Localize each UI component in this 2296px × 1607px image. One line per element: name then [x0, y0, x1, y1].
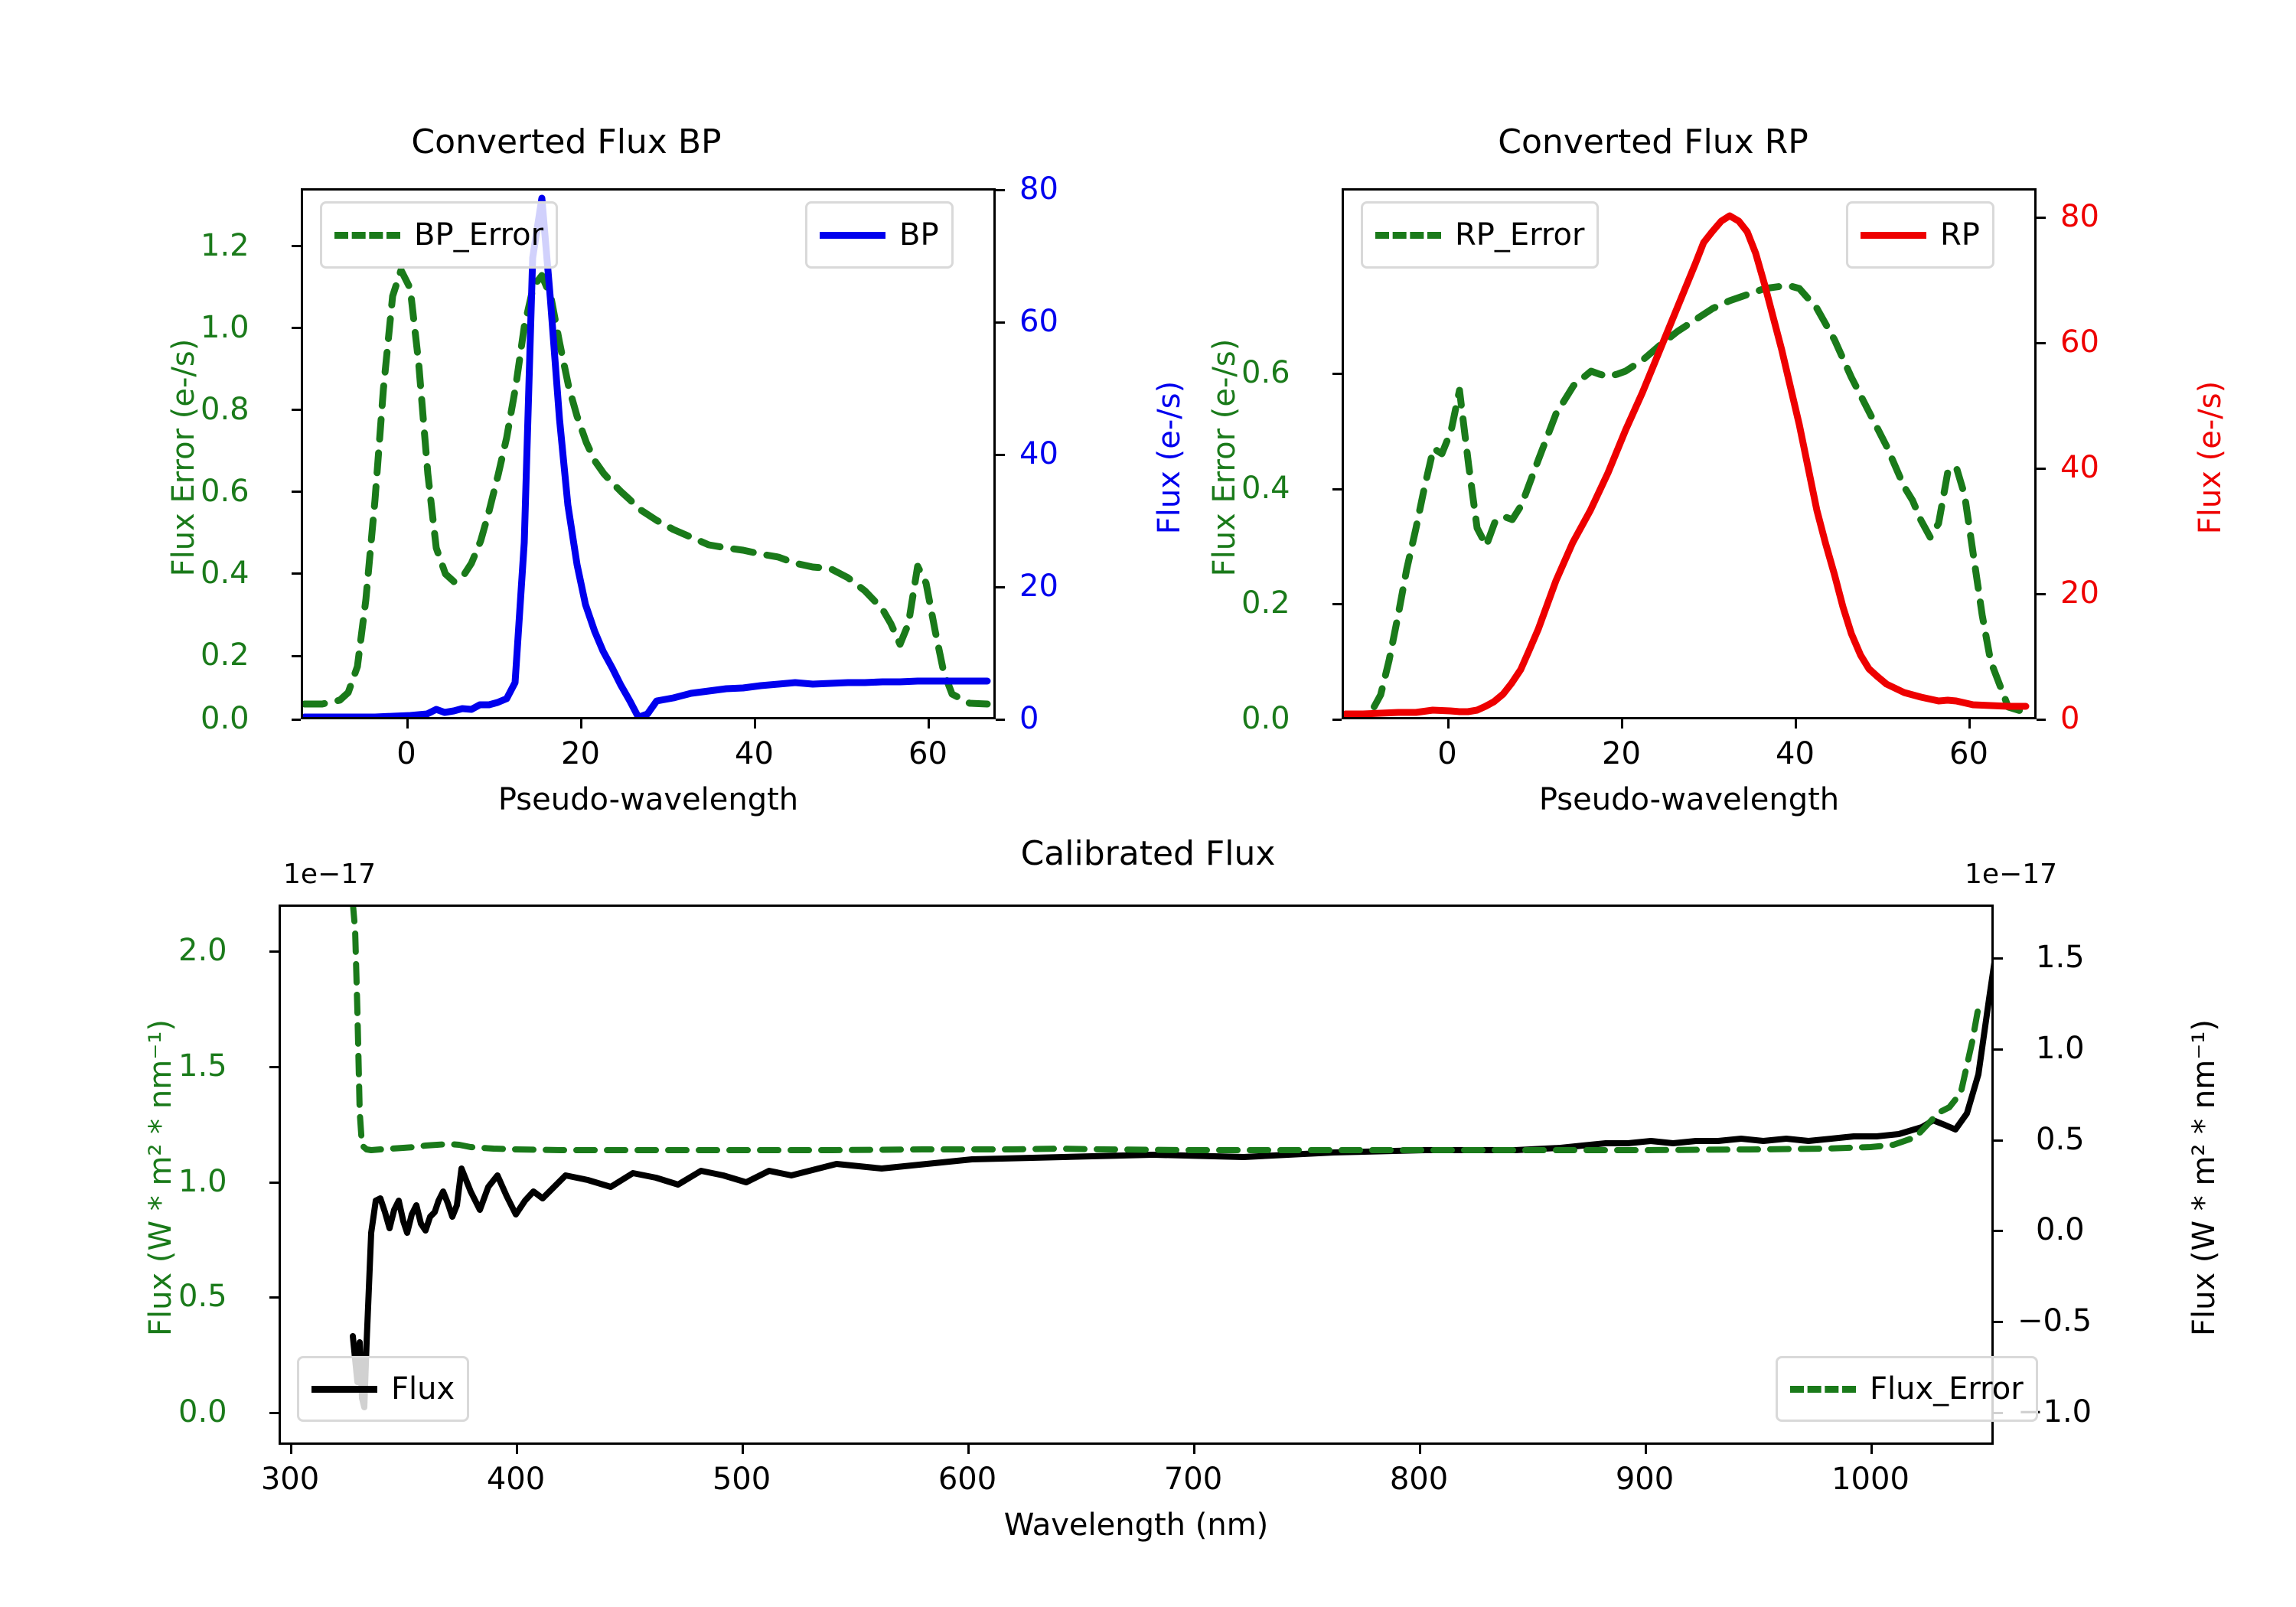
bp-ytick-right-4: 80	[1019, 171, 1058, 207]
rp-legend-rp[interactable]: RP	[1846, 201, 1994, 269]
calibrated-title: Calibrated Flux	[1020, 834, 1276, 873]
bp-ytick-left-1: 0.2	[201, 637, 249, 673]
bp-ytick-left-0: 0.0	[201, 701, 249, 736]
rp-ytick-left-0: 0.0	[1241, 701, 1290, 736]
dashed-line-swatch-icon	[334, 231, 400, 239]
cal-xtick-6: 900	[1615, 1462, 1675, 1497]
cal-ytick-left-1: 0.5	[178, 1279, 227, 1314]
cal-xtick-3: 600	[938, 1462, 997, 1497]
calibrated-legend-flux-error-label: Flux_Error	[1870, 1371, 2024, 1407]
bp-ytick-right-3: 60	[1019, 304, 1058, 339]
rp-ytick-left-3: 0.6	[1241, 355, 1290, 390]
bp-legend-bp[interactable]: BP	[805, 201, 954, 269]
bp-ytick-right-2: 40	[1019, 436, 1058, 471]
rp-ytick-left-2: 0.4	[1241, 471, 1290, 506]
rp-ytick-left-1: 0.2	[1241, 585, 1290, 621]
rp-title: Converted Flux RP	[1498, 122, 1808, 161]
calibrated-flux-curve	[350, 962, 1991, 1410]
calibrated-offset-left: 1e−17	[283, 859, 377, 890]
cal-xtick-7: 1000	[1831, 1462, 1910, 1497]
dashed-line-swatch-icon	[1790, 1385, 1856, 1393]
calibrated-legend-flux[interactable]: Flux	[297, 1356, 470, 1422]
cal-ytick-left-2: 1.0	[178, 1164, 227, 1199]
cal-xtick-5: 800	[1389, 1462, 1449, 1497]
calibrated-legend-flux-error[interactable]: Flux_Error	[1776, 1356, 2038, 1422]
cal-xtick-1: 400	[486, 1462, 546, 1497]
rp-xtick-2: 40	[1776, 736, 1815, 771]
rp-ytick-right-3: 60	[2060, 324, 2099, 360]
bp-ytick-left-3: 0.6	[201, 474, 249, 509]
cal-xtick-0: 300	[260, 1462, 320, 1497]
calibrated-xlabel: Wavelength (nm)	[1003, 1508, 1269, 1543]
rp-ytick-right-2: 40	[2060, 450, 2099, 485]
bp-ytick-right-0: 0	[1019, 701, 1039, 736]
bp-legend-error-label: BP_Error	[414, 217, 544, 253]
bp-ytick-left-6: 1.2	[201, 228, 249, 263]
bp-xlabel: Pseudo-wavelength	[497, 782, 799, 817]
cal-ytick-left-3: 1.5	[178, 1048, 227, 1084]
bp-xtick-1: 20	[561, 736, 600, 771]
cal-ytick-left-4: 2.0	[178, 933, 227, 968]
rp-legend-error[interactable]: RP_Error	[1361, 201, 1600, 269]
cal-ytick-right-2: 0.0	[2036, 1212, 2085, 1247]
solid-line-swatch-icon	[311, 1385, 377, 1393]
bp-ytick-left-2: 0.4	[201, 556, 249, 591]
bp-legend-bp-label: BP	[899, 217, 939, 253]
bp-ytick-left-5: 1.0	[201, 310, 249, 345]
cal-ytick-right-4: 1.0	[2036, 1031, 2085, 1066]
bp-legend-error[interactable]: BP_Error	[320, 201, 559, 269]
calibrated-flux-error-curve	[350, 907, 1982, 1153]
bp-title: Converted Flux BP	[411, 122, 722, 161]
solid-line-swatch-icon	[820, 231, 885, 239]
bp-xtick-0: 0	[396, 736, 416, 771]
rp-xtick-1: 20	[1602, 736, 1641, 771]
rp-flux-curve	[1344, 212, 2030, 717]
rp-ytick-right-1: 20	[2060, 575, 2099, 611]
solid-line-swatch-icon	[1861, 231, 1926, 239]
calibrated-legend-flux-label: Flux	[391, 1371, 455, 1407]
bp-flux-curve	[303, 194, 991, 717]
bp-xtick-2: 40	[735, 736, 774, 771]
cal-xtick-2: 500	[712, 1462, 771, 1497]
bp-ytick-right-1: 20	[1019, 569, 1058, 604]
bp-error-curve	[303, 266, 991, 708]
cal-ytick-right-5: 1.5	[2036, 940, 2085, 975]
rp-ytick-right-0: 0	[2060, 701, 2080, 736]
bp-ytick-left-4: 0.8	[201, 392, 249, 427]
rp-legend-rp-label: RP	[1940, 217, 1980, 253]
cal-ytick-right-3: 0.5	[2036, 1122, 2085, 1157]
bp-axes	[301, 188, 996, 719]
cal-xtick-4: 700	[1163, 1462, 1223, 1497]
cal-ytick-left-0: 0.0	[178, 1394, 227, 1429]
cal-ytick-right-1: −0.5	[2017, 1303, 2092, 1338]
bp-xtick-3: 60	[908, 736, 947, 771]
rp-xtick-0: 0	[1437, 736, 1457, 771]
rp-xlabel: Pseudo-wavelength	[1538, 782, 1840, 817]
rp-xtick-3: 60	[1949, 736, 1988, 771]
rp-legend-error-label: RP_Error	[1455, 217, 1585, 253]
dashed-line-swatch-icon	[1375, 231, 1441, 239]
calibrated-offset-right: 1e−17	[1965, 859, 2058, 890]
rp-error-curve	[1344, 282, 2030, 717]
rp-ytick-right-4: 80	[2060, 199, 2099, 234]
